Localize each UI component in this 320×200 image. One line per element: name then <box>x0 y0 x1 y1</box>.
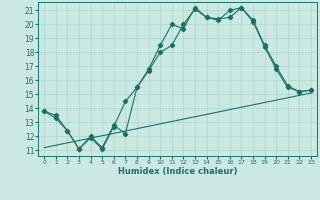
X-axis label: Humidex (Indice chaleur): Humidex (Indice chaleur) <box>118 167 237 176</box>
